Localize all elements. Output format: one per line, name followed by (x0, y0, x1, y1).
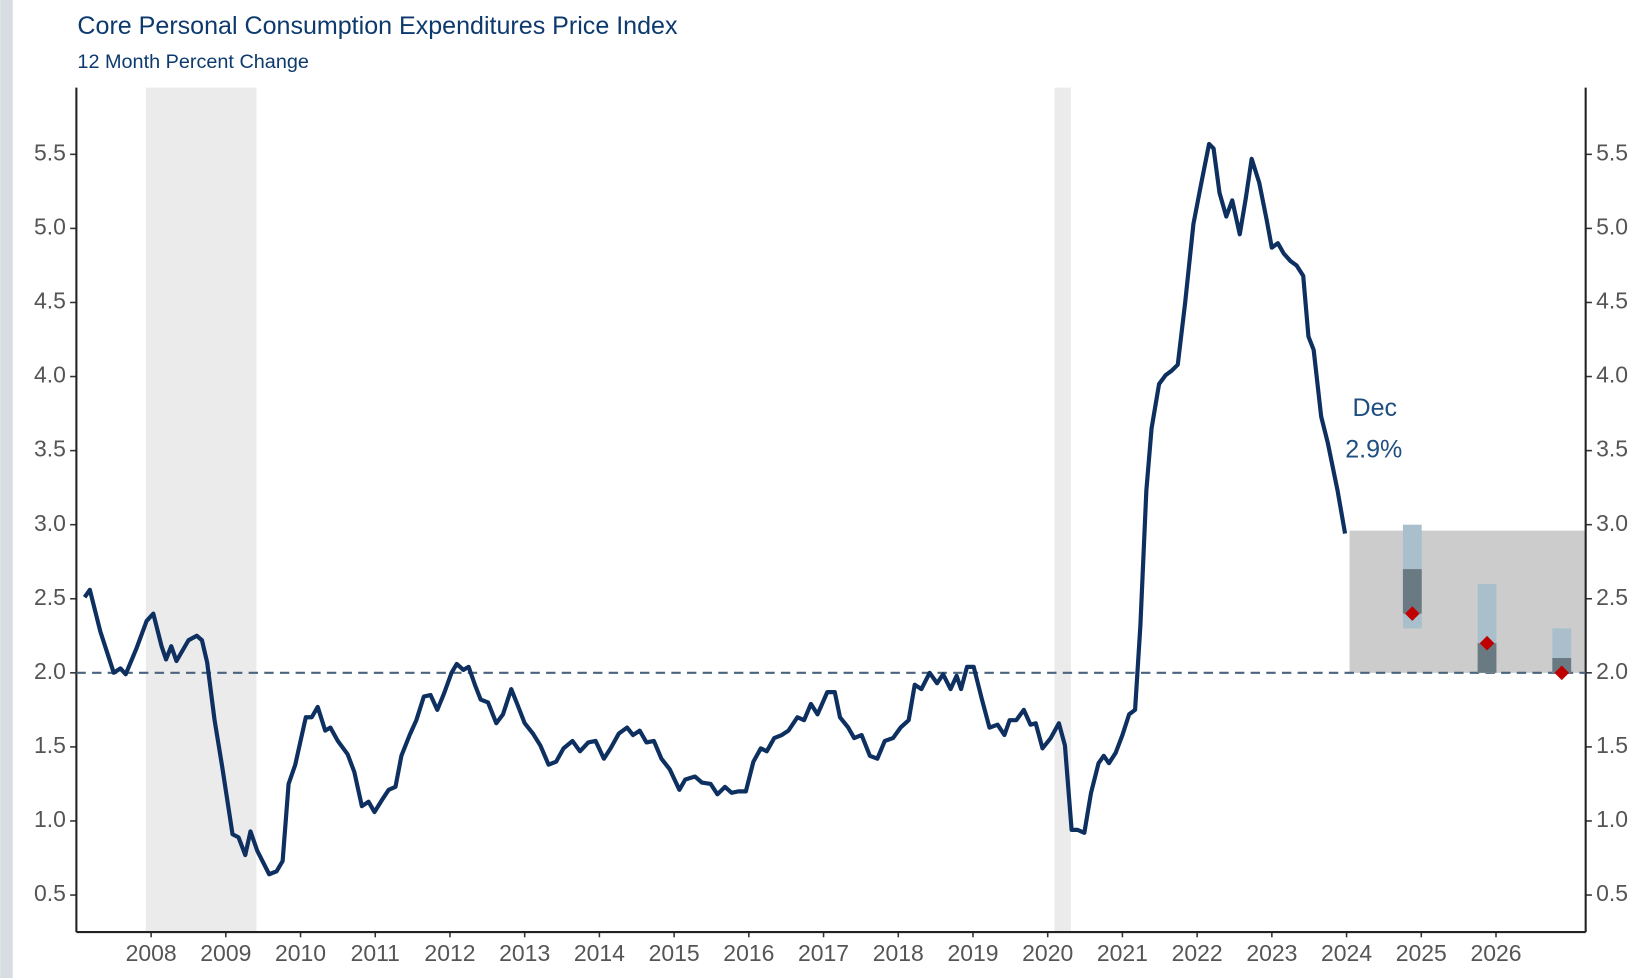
x-tick-label: 2025 (1396, 940, 1447, 966)
y-tick-label: 1.0 (34, 806, 66, 832)
annotation: 2.9% (1345, 436, 1402, 464)
y2-tick-label: 5.5 (1596, 139, 1628, 165)
forecast-central (1402, 569, 1422, 614)
y-tick-label: 0.5 (34, 880, 66, 906)
x-tick-label: 2011 (351, 940, 400, 966)
y2-tick-label: 3.0 (1596, 510, 1628, 536)
forecast-band (1349, 530, 1586, 673)
y-tick-label: 4.5 (34, 288, 66, 314)
y-tick-label: 2.5 (34, 584, 66, 610)
x-tick-label: 2016 (723, 940, 774, 966)
x-tick-label: 2014 (574, 940, 625, 966)
side-strip (0, 0, 13, 978)
y2-tick-label: 0.5 (1596, 880, 1628, 906)
x-tick-label: 2019 (947, 940, 998, 966)
y2-tick-label: 1.0 (1596, 806, 1628, 832)
y-tick-label: 5.0 (34, 213, 66, 239)
y-tick-label: 2.0 (34, 658, 66, 684)
y-tick-label: 3.0 (34, 510, 66, 536)
chart-subtitle: 12 Month Percent Change (77, 51, 308, 73)
y2-tick-label: 4.0 (1596, 362, 1628, 388)
y2-tick-label: 5.0 (1596, 213, 1628, 239)
chart-title: Core Personal Consumption Expenditures P… (77, 12, 678, 40)
y-tick-label: 4.0 (34, 362, 66, 388)
x-tick-label: 2013 (499, 940, 550, 966)
x-tick-label: 2015 (649, 940, 700, 966)
x-tick-label: 2008 (126, 940, 177, 966)
x-tick-label: 2012 (424, 940, 475, 966)
data-line (82, 141, 1348, 877)
forecast-central (1477, 643, 1497, 673)
x-tick-label: 2021 (1097, 940, 1148, 966)
x-tick-label: 2009 (200, 940, 251, 966)
annotation: Dec (1353, 394, 1398, 422)
forecast-central (1552, 658, 1572, 673)
x-tick-label: 2010 (275, 940, 326, 966)
recession-band (145, 87, 257, 933)
forecast-median (1479, 635, 1495, 651)
y-tick-label: 3.5 (34, 436, 66, 462)
x-tick-label: 2024 (1321, 940, 1372, 966)
y2-tick-label: 4.5 (1596, 288, 1628, 314)
x-tick-label: 2022 (1172, 940, 1223, 966)
y-tick-label: 5.5 (34, 139, 66, 165)
x-tick-label: 2017 (798, 940, 849, 966)
background-layer (145, 87, 1586, 933)
forecast-median (1554, 665, 1570, 681)
y2-tick-label: 2.0 (1596, 658, 1628, 684)
x-tick-label: 2020 (1022, 940, 1073, 966)
y2-tick-label: 1.5 (1596, 732, 1628, 758)
y2-tick-label: 2.5 (1596, 584, 1628, 610)
recession-band (1054, 87, 1071, 933)
x-tick-label: 2023 (1246, 940, 1297, 966)
x-tick-label: 2026 (1470, 940, 1521, 966)
x-tick-label: 2018 (873, 940, 924, 966)
y2-tick-label: 3.5 (1596, 436, 1628, 462)
y-tick-label: 1.5 (34, 732, 66, 758)
